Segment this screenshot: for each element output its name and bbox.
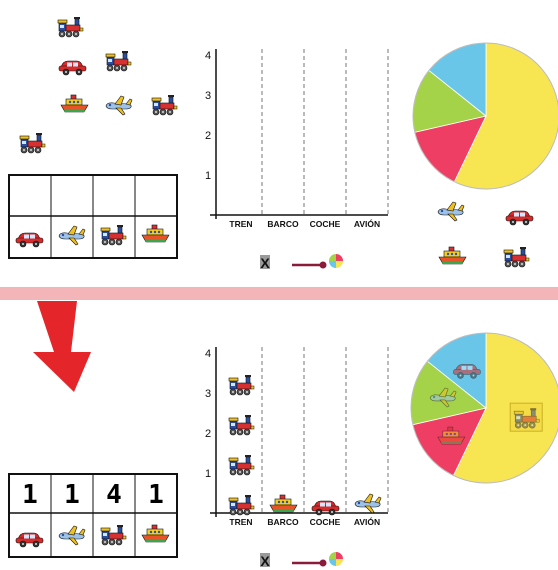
svg-text:X: X — [260, 255, 270, 271]
pie-chart-bottom — [410, 332, 558, 484]
tally-count-3[interactable]: 4 — [106, 480, 122, 510]
y-tick-label: 1 — [205, 170, 211, 182]
down-arrow-icon — [33, 301, 91, 392]
y-tick-label: 2 — [205, 428, 211, 440]
svg-text:X: X — [260, 553, 270, 569]
pie-outline — [412, 42, 558, 190]
category-label: COCHE — [310, 219, 341, 229]
y-tick-label: 3 — [205, 90, 211, 102]
tally-input-3[interactable] — [94, 176, 134, 215]
airplane-icon[interactable] — [437, 201, 465, 222]
boat-icon[interactable] — [60, 94, 89, 113]
category-label: AVIÓN — [354, 516, 380, 527]
tally-table-bottom: 1 1 4 1 — [8, 473, 178, 558]
bar-unit-mark — [228, 374, 255, 396]
y-tick-label: 1 — [205, 468, 211, 480]
category-label: BARCO — [267, 219, 299, 229]
tally-table-top — [8, 174, 178, 259]
y-tick-label: 4 — [205, 348, 211, 360]
pie-chart-top[interactable] — [412, 42, 558, 190]
bar-chart-empty: 1 2 3 4 TREN BARCO COCHE AVIÓN — [205, 49, 389, 229]
bar-unit-mark — [228, 454, 255, 476]
crossed-out-icon: X — [260, 255, 270, 271]
tally-count-1[interactable]: 1 — [22, 480, 38, 510]
legend-bottom: X — [260, 552, 343, 569]
train-icon[interactable] — [151, 94, 178, 116]
category-label: COCHE — [310, 517, 341, 527]
bar-unit-mark — [228, 494, 255, 516]
tally-count-2[interactable]: 1 — [64, 480, 80, 510]
bar-unit-mark — [269, 494, 298, 513]
y-tick-label: 2 — [205, 130, 211, 142]
category-label: TREN — [229, 219, 252, 229]
boat-icon[interactable] — [438, 246, 467, 265]
tally-input-2[interactable] — [52, 176, 92, 215]
bar-unit-mark — [354, 493, 382, 514]
category-label: TREN — [229, 517, 252, 527]
airplane-icon[interactable] — [105, 95, 133, 116]
pie-outline — [410, 332, 558, 484]
category-label: BARCO — [267, 517, 299, 527]
y-tick-label: 4 — [205, 50, 211, 62]
color-wheel-icon — [329, 254, 343, 268]
y-tick-label: 3 — [205, 388, 211, 400]
category-label: AVIÓN — [354, 218, 380, 229]
car-icon[interactable] — [505, 210, 534, 226]
train-icon[interactable] — [105, 50, 132, 72]
train-icon[interactable] — [57, 16, 84, 38]
connector-icon — [292, 559, 327, 567]
legend-top: X — [260, 254, 343, 271]
crossed-out-icon: X — [260, 553, 270, 569]
bar-chart-filled: 1 2 3 4 TREN BARCO COCHE AVIÓN — [205, 347, 389, 527]
tally-count-4[interactable]: 1 — [148, 480, 164, 510]
color-wheel-icon — [329, 552, 343, 566]
train-icon[interactable] — [19, 132, 46, 154]
section-divider — [0, 287, 558, 300]
tally-input-1[interactable] — [10, 176, 50, 215]
train-icon[interactable] — [503, 246, 530, 268]
tally-input-4[interactable] — [136, 176, 176, 215]
car-icon[interactable] — [58, 60, 87, 76]
bar-unit-mark — [228, 414, 255, 436]
connector-icon — [292, 261, 327, 269]
